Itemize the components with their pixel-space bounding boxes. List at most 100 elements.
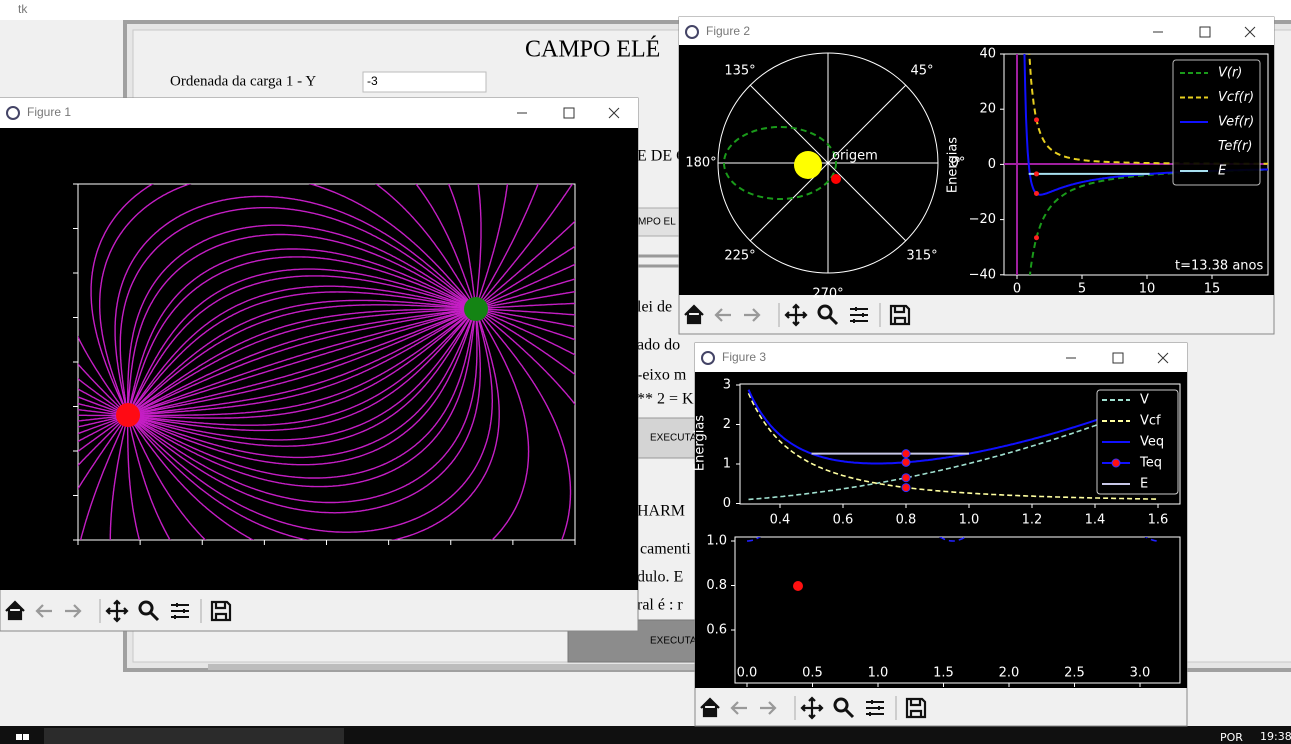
- streamline: [134, 312, 471, 419]
- forward-button[interactable]: [760, 701, 777, 715]
- figure1-window: Figure 1 −10.0 −7.5 −5.0 −2.5 0.0 2.5 5.0 7.5 10.…: [0, 97, 639, 632]
- legend-label: Veq: [1140, 435, 1164, 450]
- home-button[interactable]: [700, 697, 720, 718]
- back-button[interactable]: [714, 308, 731, 322]
- x-tick-label: −2.5: [250, 549, 279, 563]
- streamline: [78, 377, 122, 412]
- streamline: [99, 184, 472, 411]
- y-tick-label: 1: [723, 457, 731, 472]
- polar-label: 180°: [685, 156, 716, 171]
- legend-label: Vcf: [1140, 414, 1161, 429]
- save-button[interactable]: [905, 697, 927, 719]
- zoom-button[interactable]: [833, 697, 855, 719]
- text-fragment: dulo. E: [637, 569, 683, 586]
- streamline: [133, 313, 472, 432]
- y-tick-label: 40: [979, 47, 996, 62]
- streamline: [78, 335, 125, 411]
- streamline: [135, 310, 470, 415]
- axes-frame: [734, 536, 1181, 684]
- streamline: [131, 308, 467, 414]
- x-tick-label: −10.0: [60, 549, 97, 563]
- figure3-window: Figure 3 0.4 0.6 0.8 1.0 1.2 1.4 1.6 3 2 1 0 Energia…: [693, 342, 1188, 727]
- maximize-button[interactable]: [1112, 352, 1124, 364]
- zoom-button[interactable]: [817, 304, 839, 326]
- y-tick-label: 10.0: [42, 177, 69, 191]
- forward-button[interactable]: [744, 308, 761, 322]
- close-button[interactable]: [608, 107, 620, 119]
- y-tick-label: 0: [988, 157, 996, 172]
- point-label: origem: [832, 149, 878, 164]
- pan-button[interactable]: [800, 696, 824, 720]
- streamline: [78, 420, 125, 490]
- streamline: [78, 396, 121, 414]
- maximize-button[interactable]: [1199, 26, 1211, 38]
- maximize-button[interactable]: [563, 107, 575, 119]
- search-box[interactable]: [44, 728, 344, 744]
- legend-label: Vcf(r): [1218, 90, 1254, 105]
- streamline: [479, 184, 574, 304]
- streamline: [130, 291, 468, 412]
- close-button[interactable]: [1157, 352, 1169, 364]
- zoom-button[interactable]: [138, 600, 160, 622]
- button[interactable]: [632, 207, 684, 237]
- pan-button[interactable]: [784, 303, 808, 327]
- heading: CAMPO ELÉ: [525, 37, 660, 63]
- marker: [901, 449, 911, 459]
- y-tick-label: 0: [723, 496, 731, 511]
- button[interactable]: [636, 417, 698, 459]
- polar-label: 225°: [724, 249, 755, 264]
- streamline: [132, 313, 493, 533]
- save-button[interactable]: [889, 304, 911, 326]
- text-fragment: -eixo m: [637, 367, 687, 384]
- marker: [1034, 191, 1039, 197]
- back-button[interactable]: [35, 604, 52, 618]
- text-fragment: lei de: [637, 299, 672, 316]
- energy-curves: [747, 389, 1159, 501]
- streamline: [135, 309, 470, 414]
- legend: [1096, 389, 1179, 495]
- save-button[interactable]: [210, 600, 232, 622]
- text-input[interactable]: [362, 71, 487, 93]
- text-fragment: ral é : r: [637, 597, 683, 614]
- streamline: [483, 278, 575, 307]
- streamline: [481, 311, 575, 376]
- streamline: [119, 207, 471, 411]
- forward-button[interactable]: [65, 604, 82, 618]
- streamline: [129, 268, 471, 410]
- x-tick-label: 1.2: [1022, 513, 1043, 528]
- streamline: [78, 388, 122, 413]
- streamline: [133, 314, 475, 466]
- window-title: Figure 1: [27, 105, 71, 119]
- window-title: Figure 3: [722, 350, 766, 364]
- home-button[interactable]: [5, 600, 25, 621]
- pan-button[interactable]: [105, 599, 129, 623]
- streamline: [484, 308, 575, 316]
- configure-button[interactable]: [171, 603, 189, 619]
- planet: [831, 174, 841, 184]
- streamline: [136, 311, 471, 416]
- streamline: [133, 314, 473, 447]
- curve: [747, 537, 1160, 542]
- streamline: [478, 184, 539, 304]
- streamline: [483, 309, 575, 328]
- configure-button[interactable]: [866, 700, 884, 716]
- close-button[interactable]: [1244, 26, 1256, 38]
- x-tick-label: 10.0: [562, 549, 589, 563]
- home-button[interactable]: [684, 304, 704, 325]
- streamline: [131, 285, 470, 411]
- configure-button[interactable]: [850, 307, 868, 323]
- field-label: Ordenada da carga 1 - Y: [170, 73, 316, 89]
- y-tick-label: −2.5: [40, 399, 69, 413]
- start-button[interactable]: [16, 734, 29, 740]
- root-title: tk: [18, 2, 28, 16]
- y-tick-label: −20: [969, 212, 996, 227]
- x-tick-label: 0.8: [896, 513, 917, 528]
- back-button[interactable]: [730, 701, 747, 715]
- oscillation: [747, 537, 1160, 591]
- marker: [1034, 117, 1039, 123]
- legend-label: Tef(r): [1218, 139, 1252, 154]
- legend-label: Vef(r): [1218, 115, 1254, 130]
- x-tick-label: 5.0: [441, 549, 460, 563]
- text-fragment: EXECUTA: [650, 433, 697, 444]
